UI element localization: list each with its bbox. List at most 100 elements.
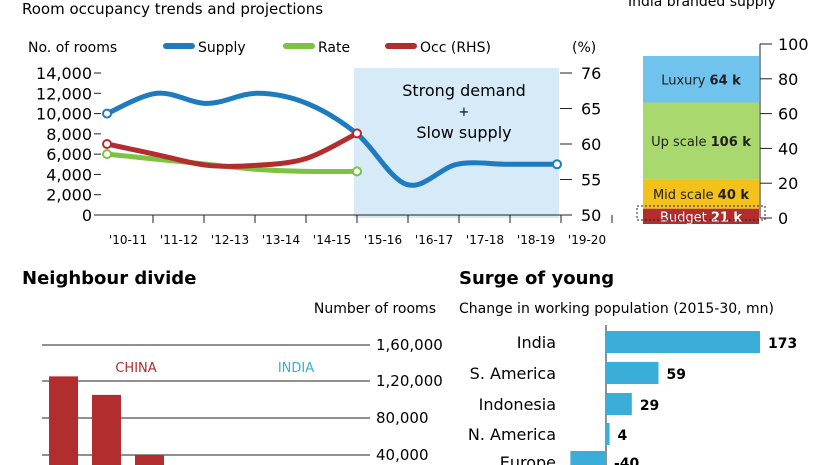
x-tick-label: '19-20 <box>568 233 606 247</box>
surge-rows: India 173 S. America 59 Indonesia 29 N. Americ… <box>468 331 797 465</box>
occupancy-legend: Supply Rate Occ (RHS) <box>163 40 491 56</box>
surge-country-label: N. America <box>468 425 556 444</box>
left-tick-label: 2,000 <box>46 186 92 205</box>
supply-tick-label: 60 <box>778 105 798 124</box>
neighbour-tick-label: 80,000 <box>376 409 429 427</box>
supply-segment <box>643 179 759 209</box>
supply-tick-label: 0 <box>778 209 788 228</box>
branded-supply-title: India branded supply <box>628 0 776 10</box>
left-tick-label: 12,000 <box>36 84 92 103</box>
series-end-marker <box>102 139 112 149</box>
x-tick-label: '14-15 <box>313 233 351 247</box>
left-axis-label: No. of rooms <box>28 40 117 56</box>
supply-segment-label: Luxury 64 k <box>661 73 741 88</box>
series-end-marker <box>102 108 112 119</box>
series-end-marker <box>352 166 362 177</box>
budget-highlight <box>636 205 766 221</box>
supply-segment-label: Mid scale 40 k <box>653 188 749 203</box>
supply-segment <box>643 102 759 180</box>
surge-subtitle: Change in working population (2015-30, m… <box>459 301 774 317</box>
surge-value-label: 4 <box>618 428 628 444</box>
series-end-marker <box>102 149 112 160</box>
supply-segment <box>643 56 759 103</box>
right-tick-labels: 76 65 60 55 50 <box>581 64 601 225</box>
left-tick-label: 0 <box>82 206 92 225</box>
branded-supply-chart: India branded supply 100 80 60 40 20 0 Luxury… <box>628 0 809 228</box>
neighbour-tick-label: 40,000 <box>376 446 429 464</box>
annotation-line1: Strong demand <box>402 81 526 100</box>
legend-india-label: INDIA <box>278 361 314 376</box>
occupancy-chart: Room occupancy trends and projections No… <box>22 0 613 247</box>
surge-bar <box>570 451 606 465</box>
surge-of-young-chart: Surge of young Change in working populat… <box>459 268 797 465</box>
supply-segment-label: Up scale 106 k <box>651 135 751 150</box>
x-tick-label: '17-18 <box>466 233 504 247</box>
projection-shading <box>354 68 559 218</box>
occupancy-gridlines <box>94 72 613 223</box>
neighbour-gridlines: 1,60,000 1,20,000 80,000 40,000 <box>42 336 443 464</box>
series-end-marker <box>352 128 362 139</box>
right-axis-label: (%) <box>572 40 596 56</box>
x-tick-label: '10-11 <box>109 233 147 247</box>
supply-tick-label: 100 <box>778 35 809 54</box>
x-tick-label: '15-16 <box>364 233 402 247</box>
series-line <box>104 151 360 175</box>
surge-value-label: 29 <box>640 398 659 414</box>
right-tick-label: 60 <box>581 135 601 154</box>
china-bar <box>92 394 121 465</box>
right-tick-label: 76 <box>581 64 601 83</box>
right-tick-label: 50 <box>581 206 601 225</box>
x-tick-label: '11-12 <box>160 233 198 247</box>
supply-segments: Luxury 64 k Up scale 106 k Mid scale 40 k B… <box>636 56 766 225</box>
legend-china-label: CHINA <box>115 361 156 376</box>
surge-bar <box>606 393 632 415</box>
annotation-line2: Slow supply <box>416 123 511 142</box>
surge-title: Surge of young <box>459 268 614 289</box>
series-end-marker <box>552 159 562 170</box>
legend-occ-label: Occ (RHS) <box>420 40 491 56</box>
x-tick-label: '16-17 <box>415 233 453 247</box>
surge-country-label: India <box>517 333 556 352</box>
left-tick-label: 6,000 <box>46 145 92 164</box>
supply-tick-label: 80 <box>778 70 798 89</box>
x-tick-labels: '10-11 '11-12 '12-13 '13-14 '14-15 '15-16 '16-… <box>109 233 606 247</box>
projection-annotation: Strong demand + Slow supply <box>402 81 526 142</box>
series-line <box>104 90 560 188</box>
surge-country-label: Europe <box>500 453 556 465</box>
left-tick-label: 8,000 <box>46 125 92 144</box>
china-bar <box>135 455 164 465</box>
left-tick-label: 14,000 <box>36 64 92 83</box>
neighbour-tick-label: 1,20,000 <box>376 372 443 390</box>
occupancy-chart-title: Room occupancy trends and projections <box>22 0 323 18</box>
supply-tick-labels: 100 80 60 40 20 0 <box>759 35 809 228</box>
legend-supply-label: Supply <box>198 40 246 56</box>
right-tick-label: 65 <box>581 100 601 119</box>
legend-rate-label: Rate <box>318 40 350 56</box>
annotation-plus: + <box>459 105 470 120</box>
left-tick-label: 10,000 <box>36 105 92 124</box>
right-tick-label: 55 <box>581 171 601 190</box>
surge-value-label: -40 <box>614 456 640 465</box>
x-tick-label: '18-19 <box>517 233 555 247</box>
neighbour-tick-label: 1,60,000 <box>376 336 443 354</box>
x-tick-label: '13-14 <box>262 233 300 247</box>
neighbour-bars <box>49 376 164 465</box>
supply-tick-label: 40 <box>778 139 798 158</box>
series-line <box>104 130 360 169</box>
surge-bar <box>606 331 760 353</box>
x-tick-label: '12-13 <box>211 233 249 247</box>
supply-tick-label: 20 <box>778 174 798 193</box>
neighbour-divide-title: Neighbour divide <box>22 268 196 289</box>
surge-value-label: 59 <box>667 367 686 383</box>
surge-value-label: 173 <box>768 336 797 352</box>
occupancy-series <box>102 90 562 188</box>
surge-bar <box>606 362 659 384</box>
surge-country-label: Indonesia <box>479 395 556 414</box>
china-bar <box>49 376 78 465</box>
neighbour-divide-chart: Neighbour divide Number of rooms CHINA I… <box>22 268 443 465</box>
surge-country-label: S. America <box>470 364 556 383</box>
surge-bar <box>606 423 610 445</box>
supply-segment-label: Budget 21 k <box>660 210 743 225</box>
